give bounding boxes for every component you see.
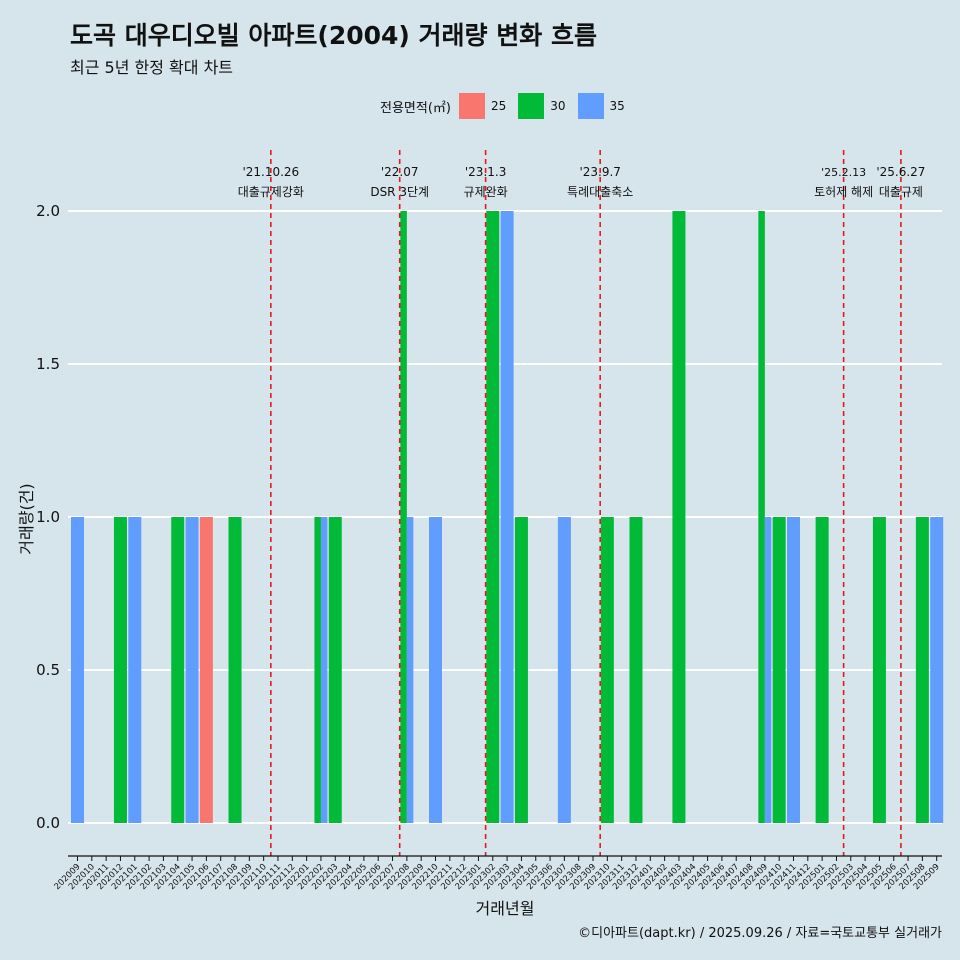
bar-202203-30 — [328, 517, 342, 823]
legend-title: 전용면적(㎡) — [380, 100, 451, 116]
bar-202101-35 — [128, 517, 142, 823]
bar-202105-35 — [185, 517, 199, 823]
legend: 전용면적(㎡) 25 30 35 — [380, 92, 637, 120]
event-date-label: '22.07 — [381, 165, 419, 179]
bar-202312-30 — [629, 517, 643, 823]
legend-label-30: 30 — [550, 99, 566, 113]
chart-subtitle: 최근 5년 한정 확대 차트 — [70, 58, 234, 77]
y-tick-label: 0.5 — [36, 661, 60, 679]
event-date-label: '23.1.3 — [465, 165, 506, 179]
bar-202208-35 — [406, 517, 414, 823]
bar-202303-35 — [500, 211, 514, 823]
legend-key-25 — [458, 93, 485, 119]
bar-202108-30 — [228, 517, 242, 823]
bar-202501-30 — [815, 517, 829, 823]
bar-202302-30 — [486, 211, 500, 823]
bar-202106-25 — [199, 517, 213, 823]
chart-title: 도곡 대우디오빌 아파트(2004) 거래량 변화 흐름 — [70, 21, 597, 50]
bar-202009-35 — [71, 517, 84, 823]
bar-202411-35 — [787, 517, 800, 823]
event-label: 특례대출축소 — [567, 185, 633, 199]
event-date-label: '21.10.26 — [242, 165, 299, 179]
event-date-label: '25.6.27 — [876, 165, 925, 179]
y-tick-label: 0.0 — [36, 814, 60, 832]
event-label: 대출규제 — [879, 185, 923, 199]
legend-key-35 — [577, 93, 604, 119]
bar-202509-35 — [930, 517, 944, 823]
event-date-label: '25.2.13 — [821, 166, 866, 179]
bar-202403-30 — [672, 211, 686, 823]
bar-202208-30 — [400, 211, 407, 823]
bar-202409-35 — [764, 517, 772, 823]
y-tick-label: 1.5 — [36, 355, 60, 373]
y-tick-label: 2.0 — [36, 202, 60, 220]
bar-202505-30 — [872, 517, 886, 823]
event-label: 대출규제강화 — [238, 185, 304, 199]
bar-202202-35 — [320, 517, 328, 823]
bar-202012-30 — [113, 517, 127, 823]
legend-key-30 — [518, 93, 545, 119]
source-caption: ©디아파트(dapt.kr) / 2025.09.26 / 자료=국토교통부 실… — [578, 926, 942, 941]
bar-202210-35 — [429, 517, 442, 823]
x-axis-title: 거래년월 — [476, 899, 535, 918]
bar-202310-30 — [600, 517, 614, 823]
y-axis-title: 거래량(건) — [17, 483, 36, 554]
y-tick-label: 1.0 — [36, 508, 60, 526]
bar-202304-30 — [514, 517, 528, 823]
bar-202202-30 — [314, 517, 321, 823]
event-label: DSR 3단계 — [370, 185, 429, 199]
event-label: 규제완화 — [464, 185, 508, 199]
bar-202307-35 — [557, 517, 571, 823]
legend-label-35: 35 — [609, 99, 625, 113]
event-label: 토허제 해제 — [814, 185, 873, 199]
bar-202409-30 — [758, 211, 765, 823]
bar-202508-30 — [915, 517, 929, 823]
event-date-label: '23.9.7 — [579, 165, 620, 179]
bar-202104-30 — [171, 517, 185, 823]
legend-label-25: 25 — [490, 99, 507, 113]
bar-202410-30 — [772, 517, 786, 823]
